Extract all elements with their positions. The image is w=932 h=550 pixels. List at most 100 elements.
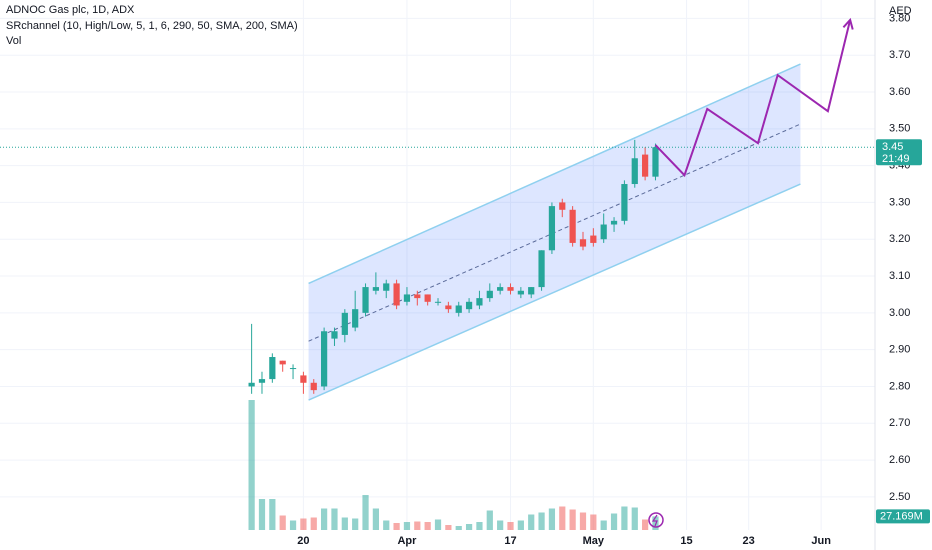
volume-bar [321,508,328,530]
chart-title: ADNOC Gas plc, 1D, ADX [6,4,135,16]
volume-bar [248,400,255,530]
volume-bar [631,507,638,530]
volume-bar [414,521,421,530]
currency-label: AED [889,5,912,17]
channel-lower [308,183,801,401]
candle-body [362,287,369,313]
grid [0,0,875,530]
volume-bar [383,520,390,530]
candle-body [258,379,266,383]
candle-body [590,235,597,243]
volume-bar [362,495,369,530]
candle-body [321,331,328,387]
candle-body [248,382,255,387]
y-tick-label: 2.90 [889,344,910,356]
candle-body [465,301,473,310]
candles [248,139,659,394]
y-tick-label: 3.30 [889,196,910,208]
x-tick-label: 17 [504,535,516,547]
y-tick-label: 2.80 [889,380,910,392]
candle-body [476,298,483,306]
x-tick-label: 20 [297,535,309,547]
volume-label-box [876,509,930,524]
volume-bar [600,520,607,530]
candle-body [310,382,317,391]
x-tick-label: 15 [680,535,692,547]
candle-body [434,301,442,303]
last-price-box [876,139,922,166]
candle-body [289,368,297,370]
y-tick-label: 3.80 [889,12,910,24]
candle-body [538,250,545,288]
x-tick-label: May [583,535,605,547]
x-tick-label: Jun [811,535,831,547]
volume-bar [548,508,556,530]
candle-body [331,331,338,339]
volume-bar [559,506,566,530]
y-tick-label: 3.20 [889,233,910,245]
candle-body [652,147,659,177]
volume-bar [352,518,359,530]
volume-bar [289,520,297,530]
volume-bar [486,510,493,530]
volume-bar [424,522,431,530]
volume-bar [465,524,473,530]
volume-bar [403,522,411,530]
projection-line [654,19,852,178]
volume-bar [310,517,317,530]
candle-body [642,154,649,177]
volume-bar [621,506,628,530]
candle-body [486,290,493,299]
candle-body [403,294,411,302]
event-icon[interactable] [648,512,664,528]
volume-bar [455,526,462,530]
candle-body [352,309,359,328]
candle-body [445,305,452,310]
volume-bar [610,513,618,530]
volume-bar [507,522,514,530]
candle-body [569,209,576,243]
candle-body [548,206,556,251]
candle-body [372,287,379,291]
volume-bar [642,519,649,530]
candle-body [579,239,587,247]
channel-upper [308,63,801,285]
candle-body [341,312,348,335]
volume-bar [300,518,307,530]
countdown-label: 21:49 [882,153,910,165]
y-tick-label: 2.70 [889,417,910,429]
candle-body [383,283,390,291]
y-tick-label: 3.70 [889,49,910,61]
y-tick-label: 3.00 [889,307,910,319]
event-icon-bolt [651,514,658,527]
overlay [0,17,875,178]
volume-bar [341,517,348,530]
indicator-label: SRchannel (10, High/Low, 5, 1, 6, 290, 5… [6,20,298,32]
volume-bar [372,508,379,530]
x-tick-label: Apr [397,535,417,547]
candle-body [497,287,504,291]
y-tick-label: 3.10 [889,270,910,282]
candle-body [414,294,421,299]
volume-bar [528,514,535,530]
candle-body [300,375,307,383]
volume-bar [258,499,266,530]
x-tick-label: 23 [743,535,755,547]
candle-body [610,220,618,225]
candle-body [631,158,638,185]
candle-body [455,305,462,313]
volume-bar [393,523,400,530]
candle-body [269,357,276,380]
volume-bar [517,520,524,530]
volume-bar [476,522,483,530]
candle-body [621,184,628,221]
y-tick-label: 3.60 [889,86,910,98]
candle-body [424,294,431,302]
y-tick-label: 2.60 [889,454,910,466]
candle-body [507,287,514,291]
candle-body [559,202,566,210]
volume-label: 27.169M [880,510,923,522]
volume-bar [269,499,276,530]
candle-body [393,283,400,306]
